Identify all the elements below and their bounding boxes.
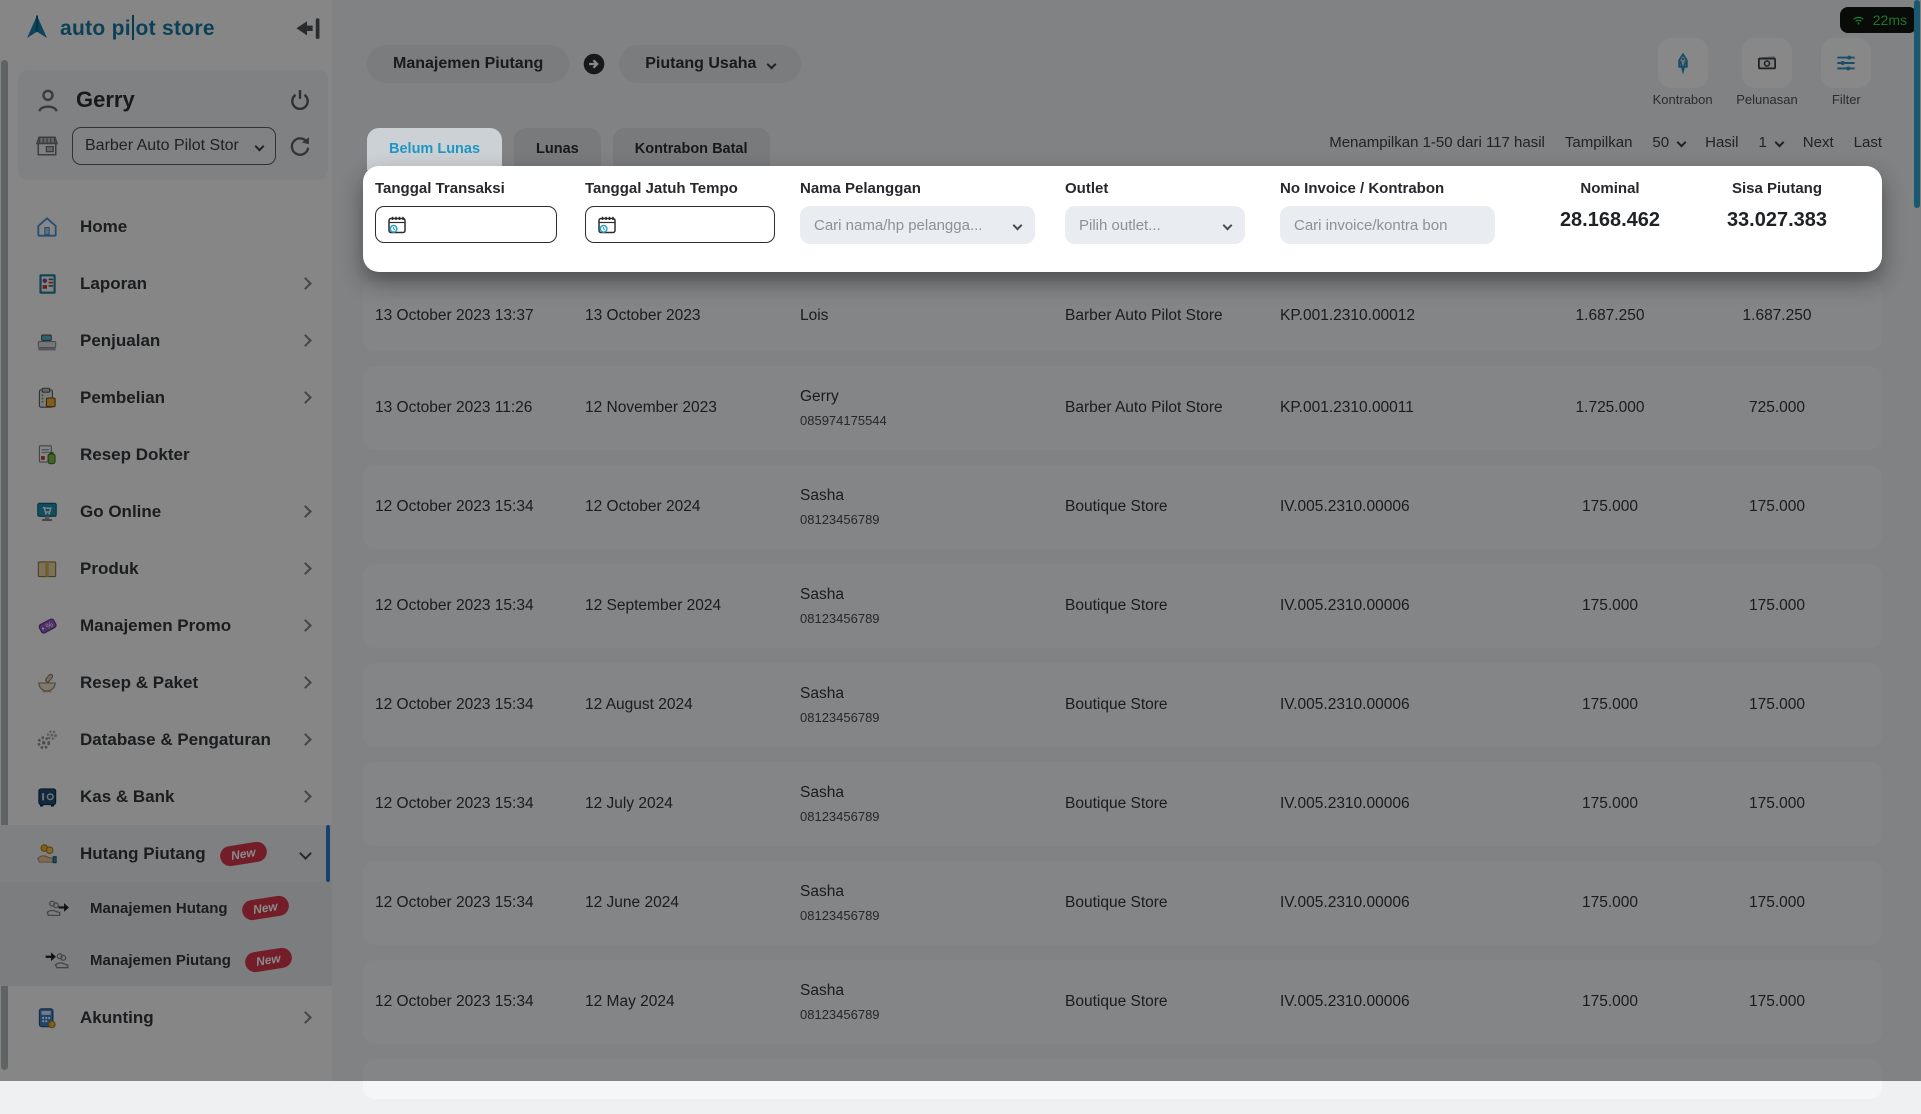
chevron-down-icon	[1013, 220, 1023, 230]
filter-tanggal-jatuh-tempo: Tanggal Jatuh Tempo	[585, 180, 800, 243]
outlet-placeholder: Pilih outlet...	[1079, 217, 1216, 234]
filter-label: Tanggal Jatuh Tempo	[585, 180, 800, 197]
filter-label: No Invoice / Kontrabon	[1280, 180, 1530, 197]
invoice-placeholder: Cari invoice/kontra bon	[1294, 217, 1481, 234]
filter-label: Outlet	[1065, 180, 1280, 197]
tanggal-transaksi-input[interactable]	[375, 206, 557, 243]
filter-panel: Tanggal Transaksi Tanggal Jatuh Tempo Na…	[363, 166, 1882, 272]
filter-label: Nama Pelanggan	[800, 180, 1065, 197]
dim-overlay	[0, 0, 1921, 1081]
invoice-search-input[interactable]: Cari invoice/kontra bon	[1280, 206, 1495, 244]
nama-pelanggan-placeholder: Cari nama/hp pelangga...	[814, 217, 1006, 234]
filter-invoice: No Invoice / Kontrabon Cari invoice/kont…	[1280, 180, 1530, 244]
sisa-piutang-label: Sisa Piutang	[1690, 180, 1864, 197]
chevron-down-icon	[1223, 220, 1233, 230]
tanggal-jatuh-tempo-input[interactable]	[585, 206, 775, 243]
sisa-piutang-total-block: Sisa Piutang 33.027.383	[1690, 180, 1864, 232]
filter-outlet: Outlet Pilih outlet...	[1065, 180, 1280, 244]
outlet-filter-select[interactable]: Pilih outlet...	[1065, 206, 1245, 244]
sisa-piutang-total-value: 33.027.383	[1690, 209, 1864, 232]
tab-label: Belum Lunas	[389, 141, 480, 157]
filter-label: Tanggal Transaksi	[375, 180, 585, 197]
nominal-label: Nominal	[1530, 180, 1690, 197]
calendar-clock-icon	[595, 213, 619, 237]
filter-tanggal-transaksi: Tanggal Transaksi	[375, 180, 585, 243]
filter-nama-pelanggan: Nama Pelanggan Cari nama/hp pelangga...	[800, 180, 1065, 244]
nama-pelanggan-select[interactable]: Cari nama/hp pelangga...	[800, 206, 1035, 244]
nominal-total-block: Nominal 28.168.462	[1530, 180, 1690, 232]
calendar-clock-icon	[385, 213, 409, 237]
nominal-total-value: 28.168.462	[1530, 209, 1690, 232]
tab-belum-lunas[interactable]: Belum Lunas	[367, 128, 502, 170]
